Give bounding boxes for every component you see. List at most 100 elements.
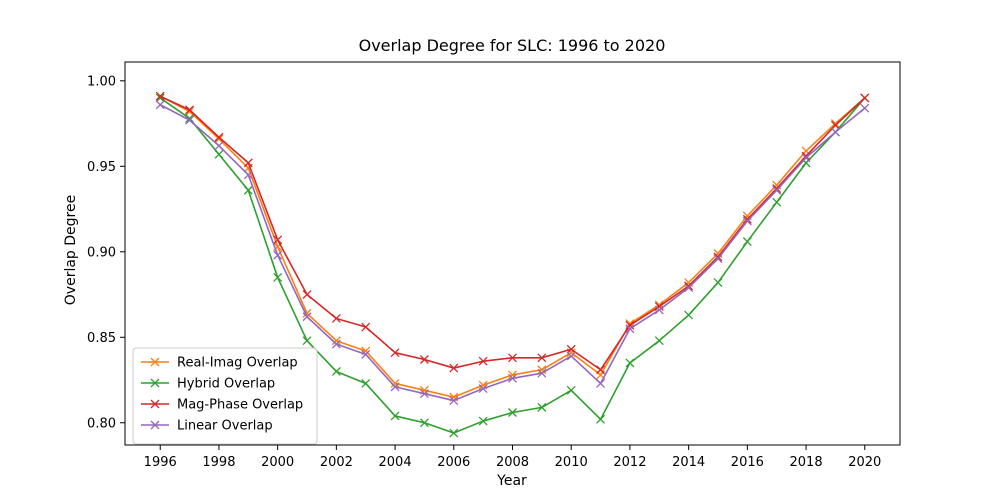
y-tick-label-2: 0.90 xyxy=(87,245,116,260)
series-2-marker-2006 xyxy=(449,363,459,373)
series-3-marker-2015 xyxy=(713,254,723,264)
series-3-marker-2009 xyxy=(537,368,547,378)
x-axis-label: Year xyxy=(496,473,527,489)
series-1-marker-2006 xyxy=(449,428,459,438)
legend-marker-0 xyxy=(150,357,160,367)
legend-box xyxy=(132,347,318,445)
series-2-marker-2002 xyxy=(331,314,341,323)
x-tick-label-2002: 2002 xyxy=(320,455,353,470)
series-3-marker-1996 xyxy=(155,100,165,110)
series-1-marker-2004 xyxy=(390,411,400,421)
series-2-marker-2009 xyxy=(537,353,547,363)
series-2-marker-2012 xyxy=(625,320,635,330)
series-2-marker-1997 xyxy=(185,105,195,115)
series-1-marker-2010 xyxy=(566,385,576,395)
x-tick-label-2020: 2020 xyxy=(848,455,881,470)
series-0-marker-2019 xyxy=(830,119,840,129)
series-2-marker-2007 xyxy=(478,356,488,366)
series-0-marker-2002 xyxy=(331,336,341,346)
legend-label-1: Hybrid Overlap xyxy=(177,377,275,392)
series-1-marker-2016 xyxy=(742,237,752,246)
legend-marker-2 xyxy=(150,399,160,409)
series-1-marker-2009 xyxy=(537,402,547,412)
series-3-marker-1999 xyxy=(243,170,253,180)
legend: Real-Imag Overlap Hybrid Overlap Mag-Phase… xyxy=(132,347,318,445)
series-2-marker-2016 xyxy=(742,214,752,224)
series-3-marker-2014 xyxy=(684,283,694,293)
series-3-marker-2007 xyxy=(478,384,488,394)
series-1-marker-2011 xyxy=(596,414,606,424)
x-tick-label-2000: 2000 xyxy=(261,455,294,470)
legend-label-0: Real-Imag Overlap xyxy=(177,356,298,371)
series-3-marker-2010 xyxy=(566,351,576,361)
series-1-marker-2014 xyxy=(684,310,694,320)
chart-title: Overlap Degree for SLC: 1996 to 2020 xyxy=(359,36,666,55)
series-1-marker-2001 xyxy=(302,336,312,346)
series-1-marker-2012 xyxy=(625,358,635,368)
x-tick-label-2014: 2014 xyxy=(672,455,705,470)
x-tick-label-2006: 2006 xyxy=(437,455,470,470)
series-2-marker-2019 xyxy=(830,120,840,130)
series-2-marker-1999 xyxy=(243,158,253,168)
series-3-marker-2003 xyxy=(361,349,371,359)
axes: 1996 1998 2000 2002 2004 2006 2008 2010 2012 2014… xyxy=(87,61,901,470)
series-1-marker-1999 xyxy=(243,185,253,195)
y-tick-label-1: 0.85 xyxy=(87,331,116,346)
series-3-marker-2013 xyxy=(654,305,664,315)
series-2-marker-2000 xyxy=(273,235,283,245)
series-2-marker-2014 xyxy=(684,281,694,291)
plot-area xyxy=(155,91,870,438)
series-3-marker-2004 xyxy=(390,382,400,392)
series-1-marker-2003 xyxy=(361,378,371,388)
legend-marker-3 xyxy=(150,420,160,430)
legend-marker-1 xyxy=(150,378,160,388)
series-2-marker-2013 xyxy=(654,302,664,311)
series-2-marker-2011 xyxy=(596,365,606,375)
series-1-marker-2005 xyxy=(419,418,429,428)
series-3-marker-2001 xyxy=(302,312,312,322)
series-0-marker-2004 xyxy=(390,378,400,388)
series-3-marker-2000 xyxy=(273,250,283,260)
series-2-marker-2017 xyxy=(772,184,782,193)
legend-label-3: Linear Overlap xyxy=(177,419,273,434)
series-3-marker-2017 xyxy=(772,185,782,195)
series-2-marker-1998 xyxy=(214,132,224,142)
series-3-marker-2006 xyxy=(449,396,459,406)
x-tick-label-2004: 2004 xyxy=(379,455,412,470)
x-tick-label-2008: 2008 xyxy=(496,455,529,470)
x-tick-label-2018: 2018 xyxy=(790,455,823,470)
y-tick-label-0: 0.80 xyxy=(87,416,116,431)
series-1-marker-2007 xyxy=(478,416,488,426)
x-tick-label-1996: 1996 xyxy=(144,455,177,470)
series-3-marker-2019 xyxy=(830,127,840,137)
series-3-marker-2016 xyxy=(742,216,752,226)
series-2-marker-2004 xyxy=(390,348,400,358)
y-tick-label-3: 0.95 xyxy=(87,160,116,175)
series-1-marker-1997 xyxy=(185,113,195,123)
series-2-marker-2010 xyxy=(566,344,576,354)
series-2-marker-2008 xyxy=(508,353,517,363)
series-1-marker-1998 xyxy=(214,149,224,159)
series-1-marker-1996 xyxy=(155,93,165,103)
series-1-marker-2000 xyxy=(273,272,283,282)
x-tick-label-2016: 2016 xyxy=(731,455,764,470)
series-2-marker-2018 xyxy=(801,151,811,161)
series-1-marker-2002 xyxy=(331,367,341,376)
x-tick-label-1998: 1998 xyxy=(202,455,235,470)
series-2-marker-2005 xyxy=(419,355,429,364)
y-tick-label-4: 1.00 xyxy=(87,74,116,89)
series-1-marker-2017 xyxy=(772,197,782,207)
x-tick-label-2010: 2010 xyxy=(555,455,588,470)
series-3-marker-2008 xyxy=(508,373,517,383)
x-tick-label-2012: 2012 xyxy=(613,455,646,470)
series-3-marker-2002 xyxy=(331,339,341,349)
series-3-marker-2012 xyxy=(625,324,635,334)
series-3-marker-2018 xyxy=(801,153,811,163)
series-2-marker-1996 xyxy=(155,91,165,101)
series-1-marker-2008 xyxy=(508,408,517,417)
series-3-marker-2005 xyxy=(419,389,429,399)
series-2-marker-2003 xyxy=(361,322,371,332)
series-3-marker-1997 xyxy=(185,115,195,125)
